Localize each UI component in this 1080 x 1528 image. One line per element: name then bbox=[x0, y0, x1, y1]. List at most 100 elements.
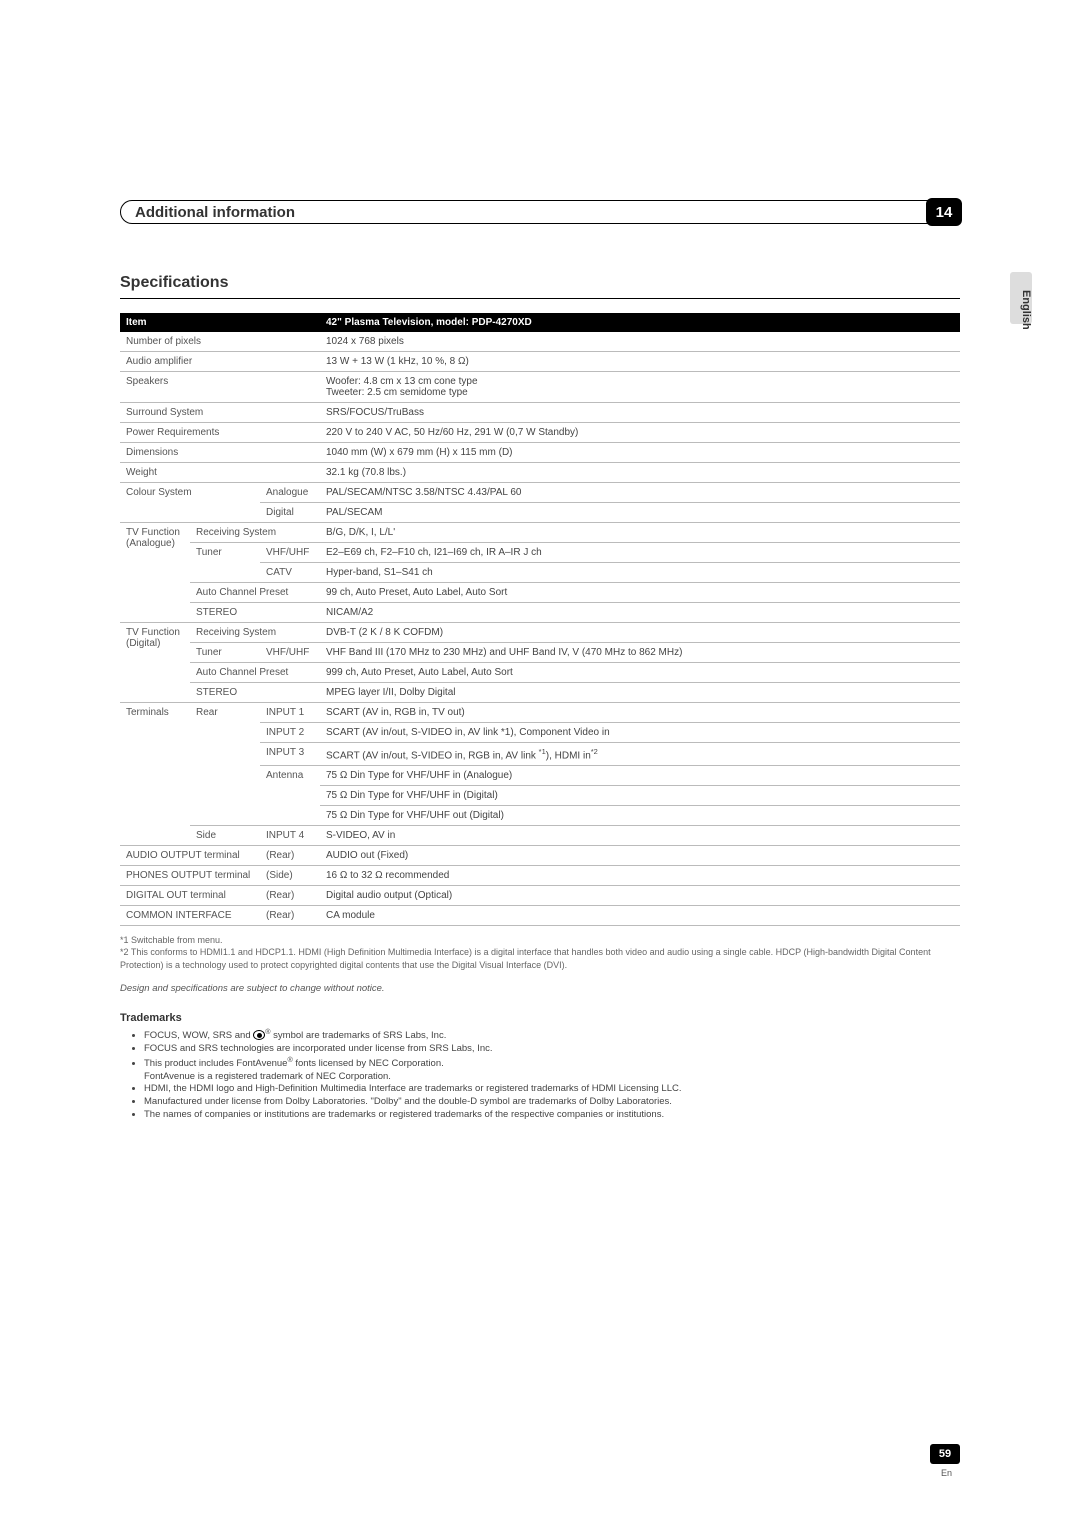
cell: 75 Ω Din Type for VHF/UHF in (Analogue) bbox=[320, 766, 960, 786]
cell: Receiving System bbox=[190, 523, 320, 543]
th-model: 42" Plasma Television, model: PDP-4270XD bbox=[320, 313, 960, 332]
cell: VHF/UHF bbox=[260, 543, 320, 563]
section-header: Additional information 14 bbox=[120, 200, 960, 224]
text: (Digital) bbox=[126, 638, 160, 649]
cell: (Rear) bbox=[260, 886, 320, 906]
cell: TV Function(Digital) bbox=[120, 623, 190, 703]
table-row: TV Function(Analogue) Receiving SystemB/… bbox=[120, 523, 960, 543]
table-head-row: Item 42" Plasma Television, model: PDP-4… bbox=[120, 313, 960, 332]
table-row: TV Function(Digital) Receiving SystemDVB… bbox=[120, 623, 960, 643]
table-row: Surround SystemSRS/FOCUS/TruBass bbox=[120, 403, 960, 423]
text: symbol are trademarks of SRS Labs, Inc. bbox=[271, 1030, 447, 1041]
cell: SRS/FOCUS/TruBass bbox=[320, 403, 960, 423]
table-row: STEREOMPEG layer I/II, Dolby Digital bbox=[120, 683, 960, 703]
cell: NICAM/A2 bbox=[320, 603, 960, 623]
table-row: Audio amplifier13 W + 13 W (1 kHz, 10 %,… bbox=[120, 352, 960, 372]
language-tab: English bbox=[1020, 290, 1032, 330]
cell: AUDIO out (Fixed) bbox=[320, 846, 960, 866]
cell: E2–E69 ch, F2–F10 ch, I21–I69 ch, IR A–I… bbox=[320, 543, 960, 563]
cell: 32.1 kg (70.8 lbs.) bbox=[320, 463, 960, 483]
footnote-2: *2 This conforms to HDMI1.1 and HDCP1.1.… bbox=[120, 946, 960, 970]
cell: VHF/UHF bbox=[260, 643, 320, 663]
cell: Digital bbox=[260, 503, 320, 523]
list-item: The names of companies or institutions a… bbox=[144, 1109, 960, 1122]
cell: CA module bbox=[320, 906, 960, 926]
cell: STEREO bbox=[190, 603, 320, 623]
section-title: Specifications bbox=[120, 274, 960, 292]
cell: SCART (AV in/out, S-VIDEO in, AV link *1… bbox=[320, 723, 960, 743]
cell: (Side) bbox=[260, 866, 320, 886]
text: Tweeter: 2.5 cm semidome type bbox=[326, 387, 468, 398]
cell: Dimensions bbox=[120, 443, 320, 463]
footnotes: *1 Switchable from menu. *2 This conform… bbox=[120, 934, 960, 970]
cell: COMMON INTERFACE bbox=[120, 906, 260, 926]
table-row: STEREONICAM/A2 bbox=[120, 603, 960, 623]
cell: 999 ch, Auto Preset, Auto Label, Auto So… bbox=[320, 663, 960, 683]
text: TV Function bbox=[126, 627, 180, 638]
cell: INPUT 2 bbox=[260, 723, 320, 743]
table-row: Auto Channel Preset99 ch, Auto Preset, A… bbox=[120, 583, 960, 603]
cell: 1024 x 768 pixels bbox=[320, 332, 960, 352]
cell: Hyper-band, S1–S41 ch bbox=[320, 563, 960, 583]
text: fonts licensed by NEC Corporation. bbox=[293, 1058, 444, 1069]
cell: Terminals bbox=[120, 703, 190, 846]
page: English Additional information 14 Specif… bbox=[0, 0, 1080, 1528]
table-row: Colour SystemAnaloguePAL/SECAM/NTSC 3.58… bbox=[120, 483, 960, 503]
cell: Analogue bbox=[260, 483, 320, 503]
cell: Antenna bbox=[260, 766, 320, 826]
cell: Auto Channel Preset bbox=[190, 583, 320, 603]
cell: 99 ch, Auto Preset, Auto Label, Auto Sor… bbox=[320, 583, 960, 603]
list-item: FOCUS and SRS technologies are incorpora… bbox=[144, 1043, 960, 1056]
text: TV Function bbox=[126, 527, 180, 538]
spec-table: Item 42" Plasma Television, model: PDP-4… bbox=[120, 313, 960, 926]
cell: B/G, D/K, I, L/L' bbox=[320, 523, 960, 543]
cell: TV Function(Analogue) bbox=[120, 523, 190, 623]
cell: Power Requirements bbox=[120, 423, 320, 443]
cell: SCART (AV in, RGB in, TV out) bbox=[320, 703, 960, 723]
table-row: TunerVHF/UHFE2–E69 ch, F2–F10 ch, I21–I6… bbox=[120, 543, 960, 563]
table-row: Power Requirements220 V to 240 V AC, 50 … bbox=[120, 423, 960, 443]
table-row: Terminals Rear INPUT 1SCART (AV in, RGB … bbox=[120, 703, 960, 723]
cell: CATV bbox=[260, 563, 320, 583]
text: This product includes FontAvenue bbox=[144, 1058, 287, 1069]
table-row: PHONES OUTPUT terminal(Side)16 Ω to 32 Ω… bbox=[120, 866, 960, 886]
cell: INPUT 1 bbox=[260, 703, 320, 723]
cell: Side bbox=[190, 826, 260, 846]
chapter-badge: 14 bbox=[926, 198, 962, 226]
srs-icon bbox=[253, 1030, 265, 1040]
cell: Auto Channel Preset bbox=[190, 663, 320, 683]
cell: SCART (AV in/out, S-VIDEO in, RGB in, AV… bbox=[320, 743, 960, 766]
table-row: Number of pixels1024 x 768 pixels bbox=[120, 332, 960, 352]
table-row: SpeakersWoofer: 4.8 cm x 13 cm cone type… bbox=[120, 372, 960, 403]
table-row: SideINPUT 4S-VIDEO, AV in bbox=[120, 826, 960, 846]
page-lang: En bbox=[941, 1468, 952, 1478]
cell: 75 Ω Din Type for VHF/UHF in (Digital) bbox=[320, 786, 960, 806]
footnote-1: *1 Switchable from menu. bbox=[120, 934, 960, 946]
cell: (Rear) bbox=[260, 906, 320, 926]
cell: STEREO bbox=[190, 683, 320, 703]
text: ), HDMI in bbox=[546, 750, 591, 761]
table-row: COMMON INTERFACE(Rear)CA module bbox=[120, 906, 960, 926]
page-number-badge: 59 bbox=[930, 1444, 960, 1464]
cell: DIGITAL OUT terminal bbox=[120, 886, 260, 906]
cell: (Rear) bbox=[260, 846, 320, 866]
cell: INPUT 4 bbox=[260, 826, 320, 846]
design-note: Design and specifications are subject to… bbox=[120, 983, 960, 994]
trademarks-list: FOCUS, WOW, SRS and ® symbol are tradema… bbox=[120, 1028, 960, 1122]
cell: Receiving System bbox=[190, 623, 320, 643]
text: Woofer: 4.8 cm x 13 cm cone type bbox=[326, 376, 478, 387]
cell: DVB-T (2 K / 8 K COFDM) bbox=[320, 623, 960, 643]
table-row: Weight32.1 kg (70.8 lbs.) bbox=[120, 463, 960, 483]
cell: PAL/SECAM/NTSC 3.58/NTSC 4.43/PAL 60 bbox=[320, 483, 960, 503]
cell: Weight bbox=[120, 463, 320, 483]
cell: PAL/SECAM bbox=[320, 503, 960, 523]
cell: Tuner bbox=[190, 643, 260, 663]
cell: Tuner bbox=[190, 543, 260, 583]
table-row: Dimensions1040 mm (W) x 679 mm (H) x 115… bbox=[120, 443, 960, 463]
cell: VHF Band III (170 MHz to 230 MHz) and UH… bbox=[320, 643, 960, 663]
table-row: DIGITAL OUT terminal(Rear)Digital audio … bbox=[120, 886, 960, 906]
text: (Analogue) bbox=[126, 538, 175, 549]
cell: Rear bbox=[190, 703, 260, 826]
cell: Audio amplifier bbox=[120, 352, 320, 372]
header-title: Additional information bbox=[135, 204, 295, 221]
